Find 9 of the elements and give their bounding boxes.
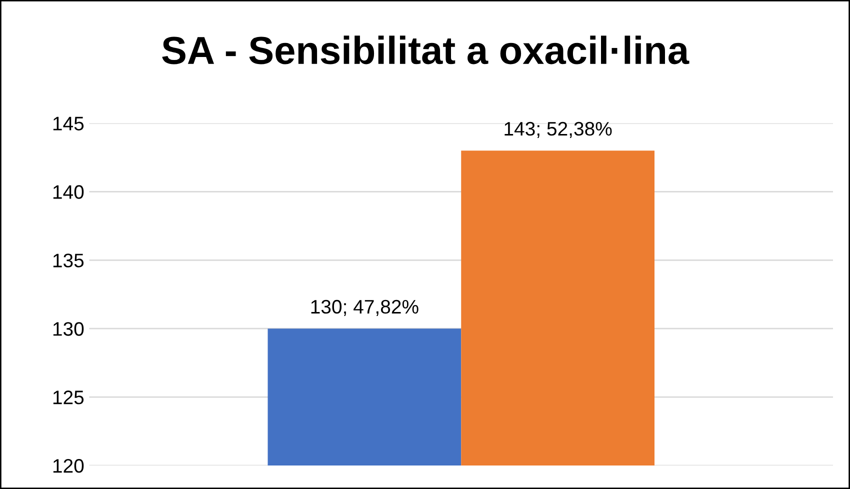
chart-title: SA - Sensibilitat a oxacil·lina <box>162 36 690 64</box>
y-tick-label: 135 <box>53 254 84 268</box>
data-label: 130; 47,82% <box>311 300 418 316</box>
y-tick-label: 125 <box>53 390 84 404</box>
data-label: 143; 52,38% <box>504 122 612 138</box>
y-tick-label: 145 <box>53 116 84 130</box>
y-tick-label: 140 <box>53 185 84 199</box>
y-tick-label: 130 <box>53 322 84 336</box>
y-tick-label: 120 <box>53 458 84 473</box>
